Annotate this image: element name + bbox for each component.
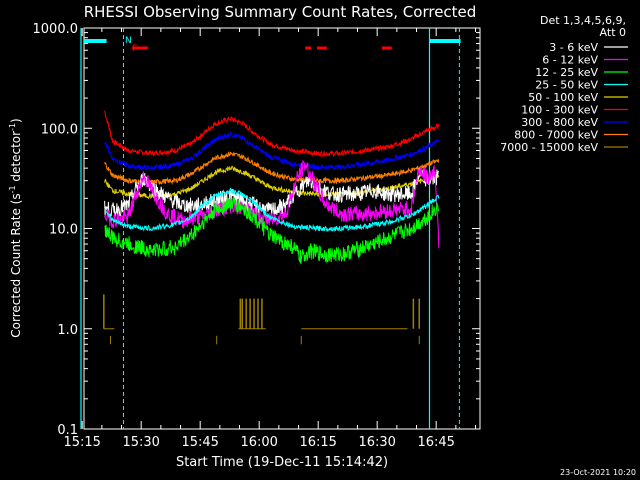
y-tick-label: 1.0 — [57, 323, 78, 338]
y-axis-label: Corrected Count Rate (s-1 detector-1) — [8, 118, 23, 337]
vertical-markers — [80, 28, 460, 429]
x-tick-label: 15:30 — [122, 435, 159, 450]
y-axis-label-sup2: -1 — [8, 123, 17, 131]
legend-label: 100 - 300 keV — [521, 104, 598, 117]
legend-label: 300 - 800 keV — [521, 116, 598, 129]
series-line — [104, 187, 440, 233]
night-flag-label: N — [125, 36, 132, 46]
x-tick-labels: 15:15 15:30 15:45 16:00 16:15 16:30 16:45 — [63, 435, 454, 450]
y-tick-label: 100.0 — [41, 122, 78, 137]
series-line — [104, 151, 440, 186]
series-line — [104, 131, 440, 172]
legend-label: 50 - 100 keV — [528, 91, 598, 104]
legend-label: 25 - 50 keV — [535, 79, 598, 92]
chart-title: RHESSI Observing Summary Count Rates, Co… — [84, 3, 477, 21]
x-tick-label: 16:15 — [299, 435, 336, 450]
tick-marks — [81, 27, 480, 430]
legend-label: 800 - 7000 keV — [514, 129, 598, 142]
top-markers: NF — [84, 36, 461, 54]
footer-date: 23-Oct-2021 10:20 — [560, 468, 636, 477]
series-line — [104, 110, 440, 158]
x-tick-label: 15:45 — [181, 435, 218, 450]
legend-label: 3 - 6 keV — [549, 41, 598, 54]
series-line — [104, 160, 440, 249]
x-tick-label: 16:00 — [240, 435, 277, 450]
series-line — [104, 196, 440, 264]
legend-header: Att 0 — [600, 26, 626, 39]
y-axis-label-mid: detector — [9, 131, 23, 186]
legend-label: 6 - 12 keV — [542, 54, 598, 67]
y-tick-label: 1000.0 — [33, 22, 79, 37]
legend-header: Det 1,3,4,5,6,9, — [540, 14, 626, 27]
y-tick-label: 10.0 — [49, 223, 78, 238]
y-tick-label: 0.1 — [57, 423, 78, 438]
legend-label: 7000 - 15000 keV — [500, 141, 598, 154]
y-axis-label-end: ) — [9, 118, 23, 123]
flare-flag-label: F — [132, 44, 137, 54]
y-tick-labels: 1000.0 100.0 10.0 1.0 0.1 — [33, 22, 79, 438]
series-line — [104, 167, 439, 218]
y-axis-label-main: Corrected Count Rate (s — [9, 193, 23, 337]
x-tick-label: 16:45 — [417, 435, 454, 450]
x-axis-label: Start Time (19-Dec-11 15:14:42) — [176, 455, 388, 470]
x-tick-label: 15:15 — [63, 435, 100, 450]
legend-label: 12 - 25 keV — [535, 66, 598, 79]
x-tick-label: 16:30 — [358, 435, 395, 450]
y-axis-label-sup: -1 — [8, 185, 17, 193]
series-lines — [103, 110, 440, 345]
